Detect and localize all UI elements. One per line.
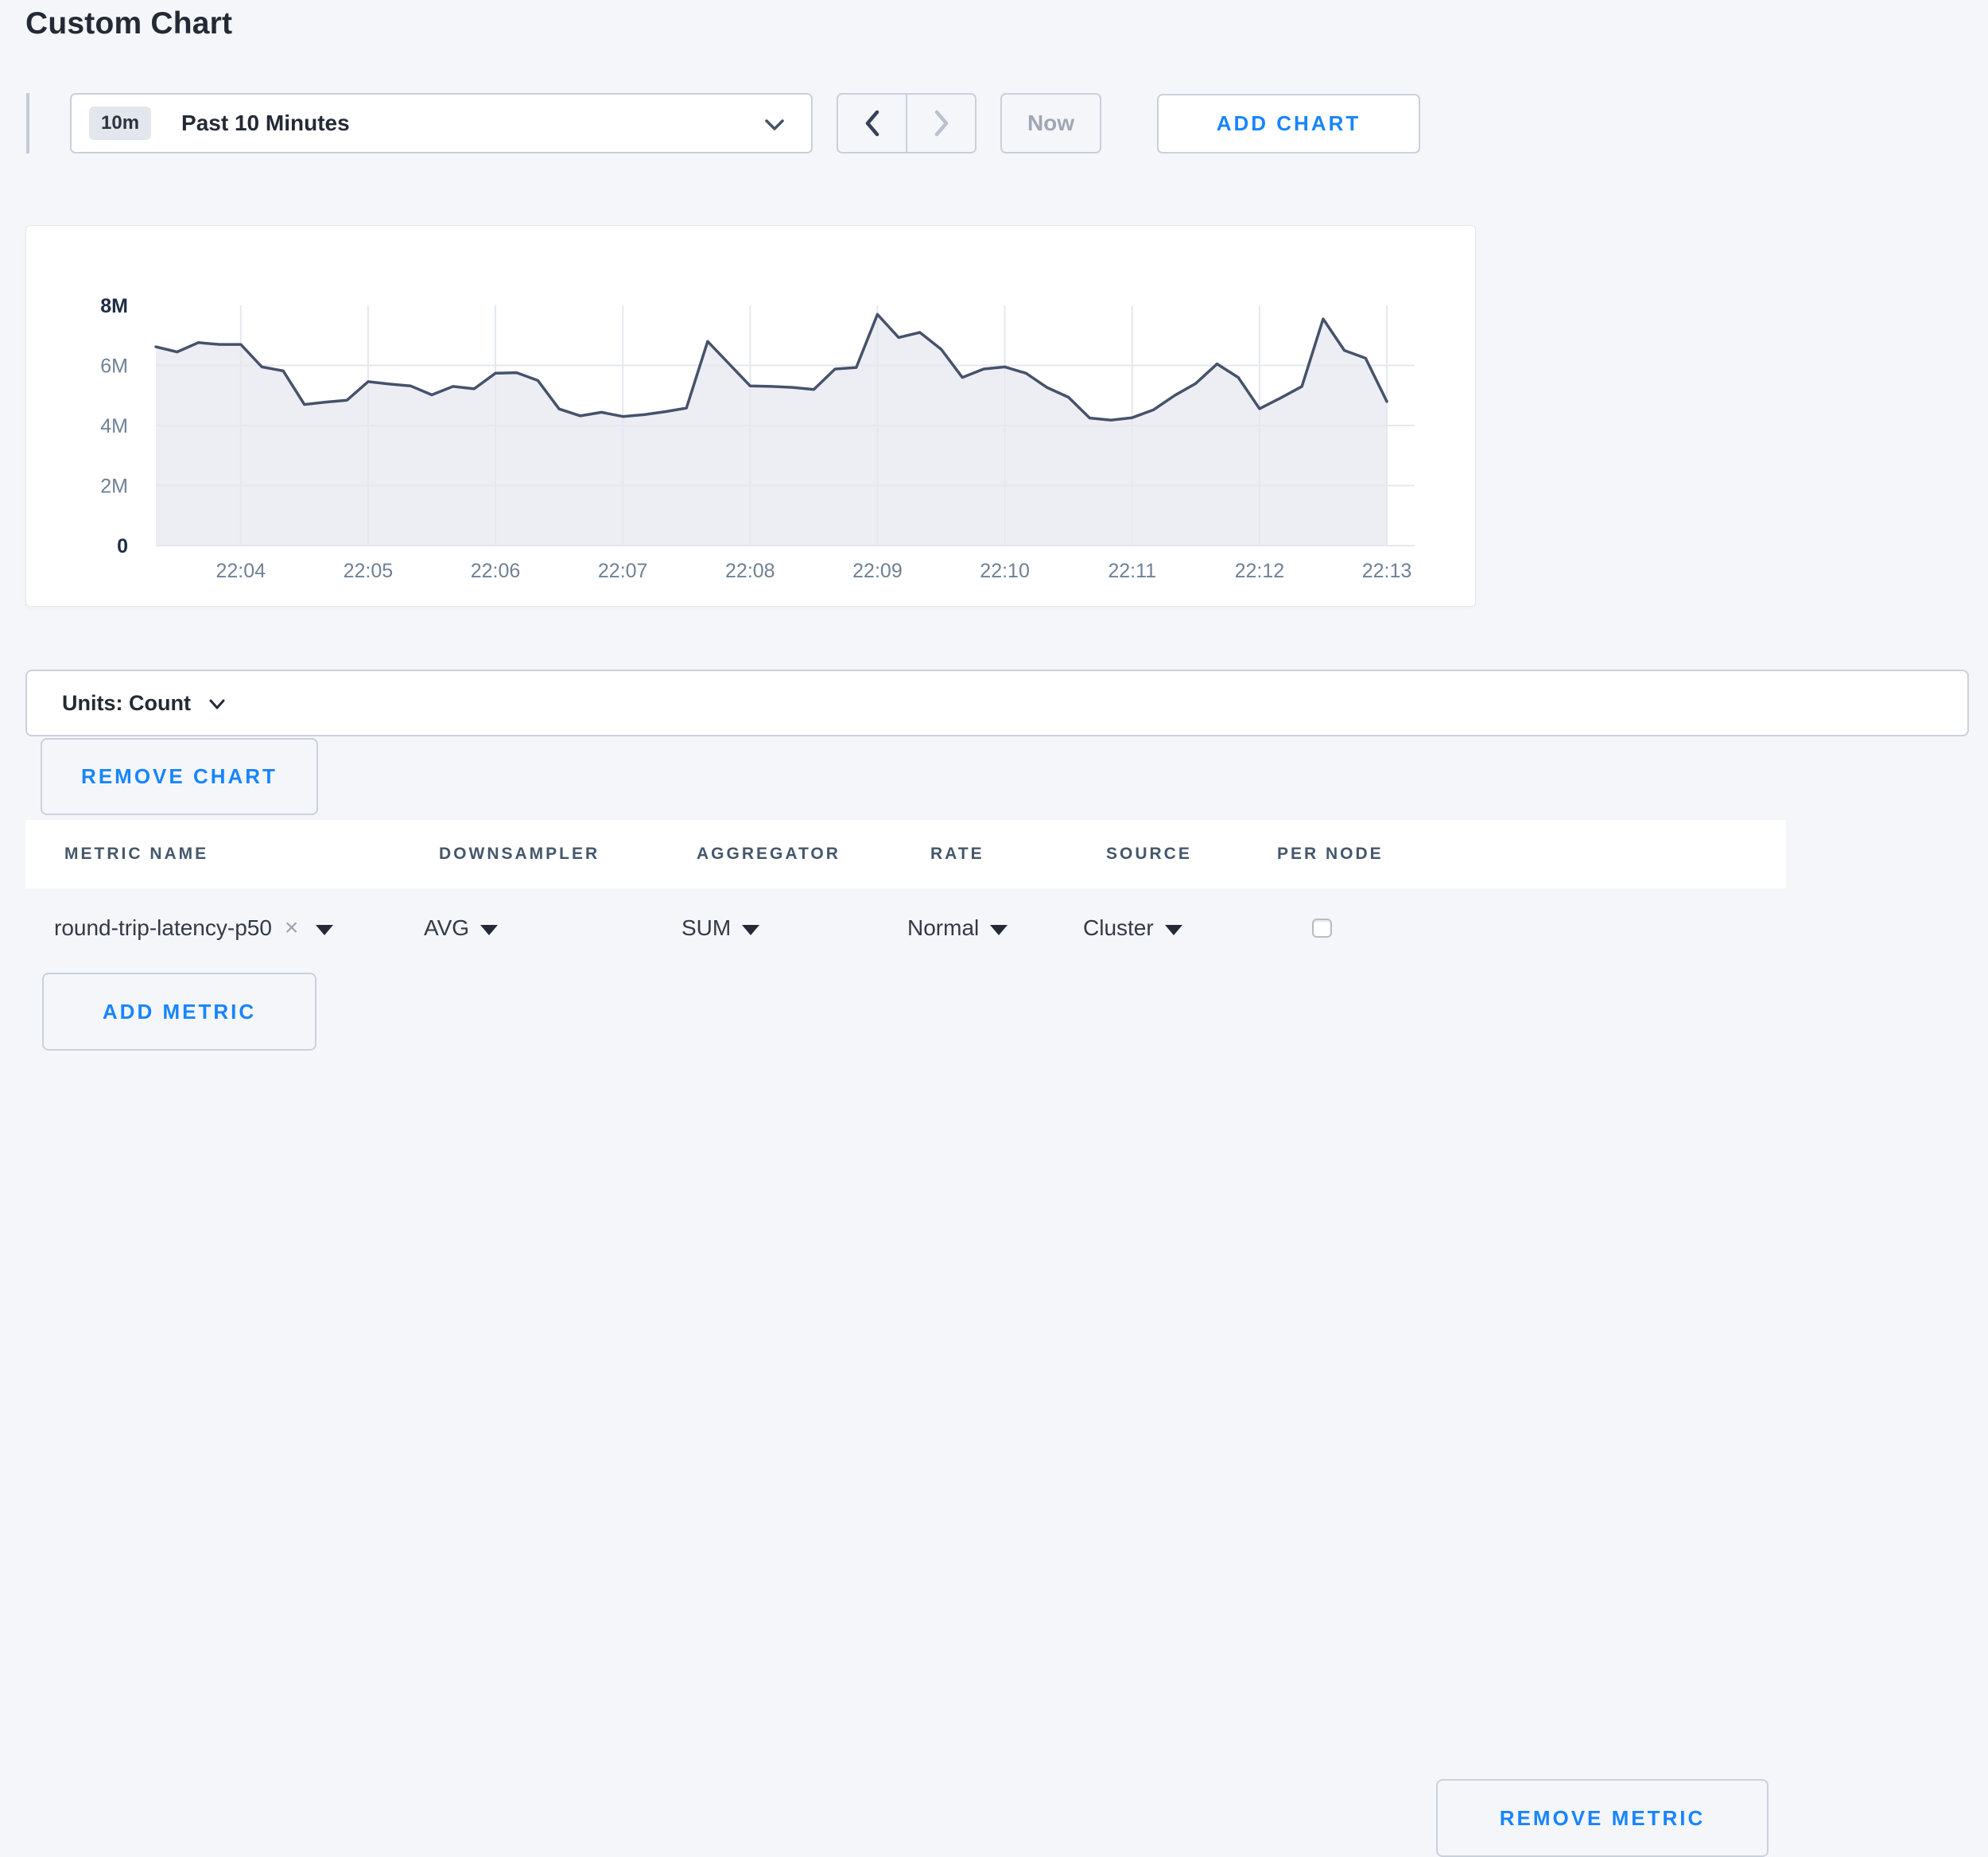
add-chart-button[interactable]: ADD CHART [1157, 94, 1420, 153]
custom-chart-page: Custom Chart 10m Past 10 Minutes Now ADD… [0, 6, 1988, 1857]
source-dropdown[interactable]: Cluster [1083, 915, 1182, 941]
units-dropdown-label: Units: Count [62, 690, 191, 715]
aggregator-dropdown[interactable]: SUM [681, 915, 760, 941]
svg-text:22:05: 22:05 [344, 560, 394, 582]
downsampler-value: AVG [424, 915, 470, 940]
chevron-left-icon [865, 110, 879, 137]
caret-down-icon [316, 924, 334, 935]
svg-text:22:13: 22:13 [1362, 560, 1412, 582]
time-series-chart[interactable]: 22:04 22:05 22:06 22:07 22:08 22:09 22:10 22:11… [26, 226, 1475, 606]
units-dropdown[interactable]: Units: Count [25, 670, 1969, 736]
page-title: Custom Chart [25, 6, 233, 41]
svg-text:4M: 4M [100, 415, 128, 437]
column-header-metric-name: METRIC NAME [64, 845, 209, 863]
metric-name-value: round-trip-latency-p50 [54, 915, 272, 940]
chevron-down-icon [765, 119, 784, 130]
svg-text:22:06: 22:06 [471, 560, 521, 582]
add-metric-button[interactable]: ADD METRIC [42, 973, 316, 1051]
column-header-aggregator: AGGREGATOR [697, 845, 841, 863]
chart-card: 22:04 22:05 22:06 22:07 22:08 22:09 22:10 22:11… [25, 225, 1476, 607]
svg-text:6M: 6M [100, 355, 128, 378]
metric-table-row: round-trip-latency-p50 × AVG SUM Normal … [0, 888, 1988, 1857]
downsampler-dropdown[interactable]: AVG [424, 915, 499, 941]
svg-text:22:04: 22:04 [215, 560, 266, 582]
now-button[interactable]: Now [1000, 93, 1101, 153]
caret-down-icon [480, 924, 499, 935]
metrics-table-header: METRIC NAME DOWNSAMPLER AGGREGATOR RATE … [25, 820, 1786, 888]
svg-text:22:12: 22:12 [1235, 560, 1285, 582]
svg-text:22:09: 22:09 [852, 560, 903, 582]
svg-text:22:10: 22:10 [980, 560, 1030, 582]
chevron-right-icon [934, 110, 948, 137]
time-range-dropdown[interactable]: 10m Past 10 Minutes [70, 93, 813, 153]
aggregator-value: SUM [681, 915, 732, 940]
svg-text:0: 0 [117, 535, 128, 557]
clear-metric-icon[interactable]: × [284, 915, 299, 941]
remove-metric-button[interactable]: REMOVE METRIC [1436, 1779, 1769, 1857]
column-header-source: SOURCE [1106, 845, 1192, 863]
chevron-down-icon [209, 699, 225, 709]
metric-name-dropdown[interactable]: round-trip-latency-p50 × [54, 915, 334, 942]
toolbar-accent-bar [26, 93, 29, 153]
column-header-per-node: PER NODE [1277, 845, 1384, 863]
svg-text:2M: 2M [100, 476, 128, 498]
caret-down-icon [1164, 924, 1182, 935]
caret-down-icon [990, 924, 1008, 935]
column-header-rate: RATE [930, 845, 984, 863]
remove-chart-button[interactable]: REMOVE CHART [41, 738, 318, 815]
next-time-button[interactable] [906, 95, 975, 152]
svg-text:8M: 8M [100, 295, 128, 317]
per-node-checkbox[interactable] [1312, 919, 1332, 938]
rate-value: Normal [907, 915, 980, 940]
time-range-badge: 10m [89, 107, 152, 140]
time-range-label: Past 10 Minutes [181, 111, 350, 135]
column-header-downsampler: DOWNSAMPLER [439, 845, 600, 863]
svg-text:22:08: 22:08 [725, 560, 775, 582]
caret-down-icon [742, 924, 760, 935]
svg-text:22:07: 22:07 [598, 560, 648, 582]
svg-text:22:11: 22:11 [1108, 560, 1156, 582]
rate-dropdown[interactable]: Normal [907, 915, 1008, 941]
prev-time-button[interactable] [838, 95, 906, 152]
source-value: Cluster [1083, 915, 1154, 940]
time-pager [837, 93, 977, 153]
